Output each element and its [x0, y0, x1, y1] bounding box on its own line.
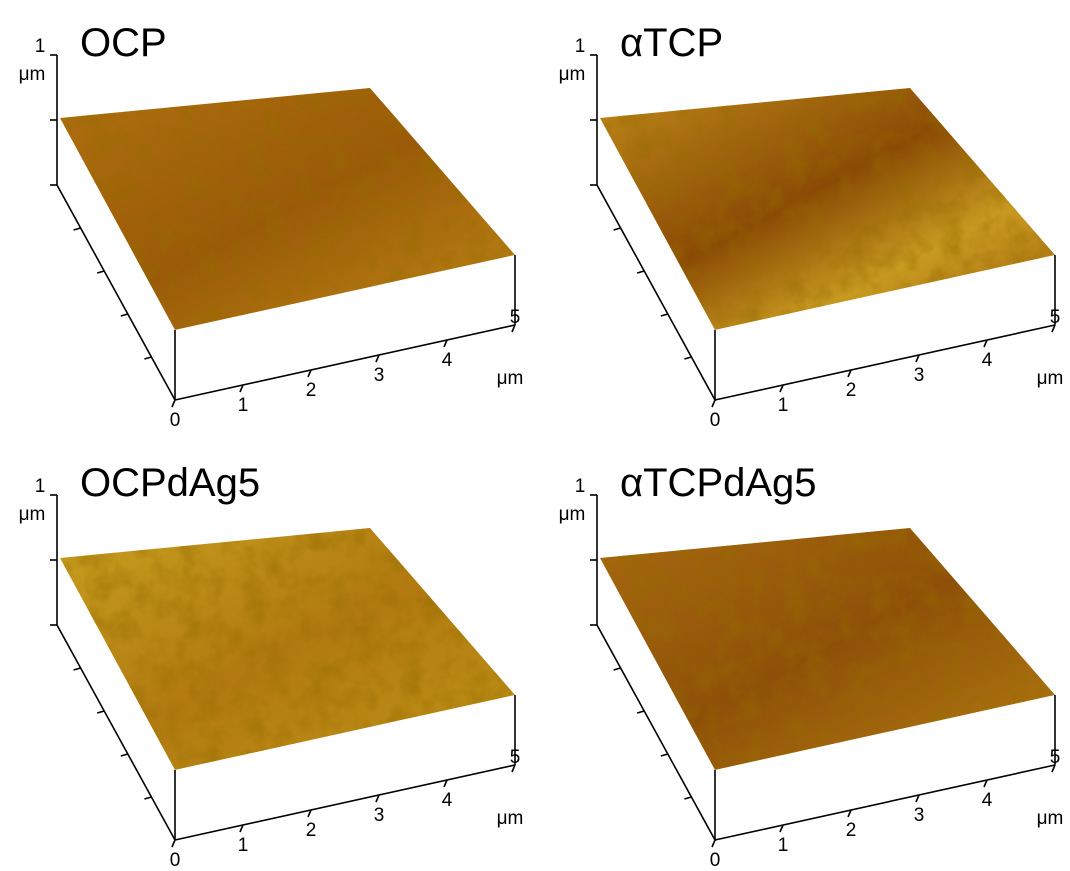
panel-title: αTCP [620, 21, 723, 65]
x-tick [172, 400, 175, 407]
x-tick-label: 0 [710, 850, 721, 871]
x-tick-label: 1 [778, 395, 789, 416]
z-max-label: 1 [35, 476, 46, 497]
x-tick-label: 4 [442, 790, 453, 811]
x-tick-label: 5 [510, 307, 521, 328]
x-tick-label: 0 [170, 410, 181, 431]
z-unit: μm [559, 504, 586, 525]
y-tick [614, 668, 621, 670]
x-tick-label: 5 [1050, 747, 1061, 768]
x-unit: μm [497, 368, 524, 389]
x-tick-label: 3 [914, 365, 925, 386]
x-tick [712, 840, 715, 847]
x-tick-label: 5 [1050, 307, 1061, 328]
y-tick [74, 668, 81, 670]
panel-title: αTCPdAg5 [620, 461, 817, 505]
y-tick [637, 271, 644, 273]
x-tick-label: 4 [982, 350, 993, 371]
x-tick-label: 4 [442, 350, 453, 371]
x-tick-label: 4 [982, 790, 993, 811]
x-tick-label: 3 [374, 365, 385, 386]
panel-title: OCPdAg5 [80, 461, 260, 505]
afm-panel: 0 1 2 3 4 5 μm 1 μm αTCPdAg5 [559, 461, 1064, 871]
x-tick-label: 5 [510, 747, 521, 768]
y-tick [637, 711, 644, 713]
z-unit: μm [19, 64, 46, 85]
z-max-label: 1 [575, 476, 586, 497]
x-unit: μm [497, 808, 524, 829]
x-tick-label: 3 [374, 805, 385, 826]
y-tick [97, 711, 104, 713]
x-tick [712, 400, 715, 407]
y-tick [684, 357, 691, 359]
y-tick [121, 314, 128, 316]
figure: 0 1 2 3 4 5 μm 1 μm OCP 0 1 2 3 4 5 μm 1 μm αTCP 0 1 2 3 4 5 μm 1 μm… [0, 0, 1070, 871]
afm-panel: 0 1 2 3 4 5 μm 1 μm αTCP [559, 21, 1064, 431]
afm-panel: 0 1 2 3 4 5 μm 1 μm OCP [19, 21, 524, 431]
y-tick [121, 754, 128, 756]
x-unit: μm [1037, 808, 1064, 829]
y-tick [614, 228, 621, 230]
panel-title: OCP [80, 21, 167, 65]
x-tick-label: 3 [914, 805, 925, 826]
y-tick [74, 228, 81, 230]
afm-panel: 0 1 2 3 4 5 μm 1 μm OCPdAg5 [19, 461, 524, 871]
x-tick-label: 1 [778, 835, 789, 856]
x-tick-label: 2 [306, 380, 317, 401]
y-tick [661, 314, 668, 316]
x-tick-label: 0 [170, 850, 181, 871]
z-max-label: 1 [575, 36, 586, 57]
z-max-label: 1 [35, 36, 46, 57]
x-tick-label: 1 [238, 395, 249, 416]
x-tick-label: 2 [846, 820, 857, 841]
y-tick [684, 797, 691, 799]
x-tick-label: 2 [846, 380, 857, 401]
y-tick [144, 357, 151, 359]
y-tick [97, 271, 104, 273]
z-unit: μm [559, 64, 586, 85]
x-tick-label: 0 [710, 410, 721, 431]
x-tick-label: 2 [306, 820, 317, 841]
z-unit: μm [19, 504, 46, 525]
y-tick [661, 754, 668, 756]
x-tick-label: 1 [238, 835, 249, 856]
x-tick [172, 840, 175, 847]
y-tick [144, 797, 151, 799]
x-unit: μm [1037, 368, 1064, 389]
